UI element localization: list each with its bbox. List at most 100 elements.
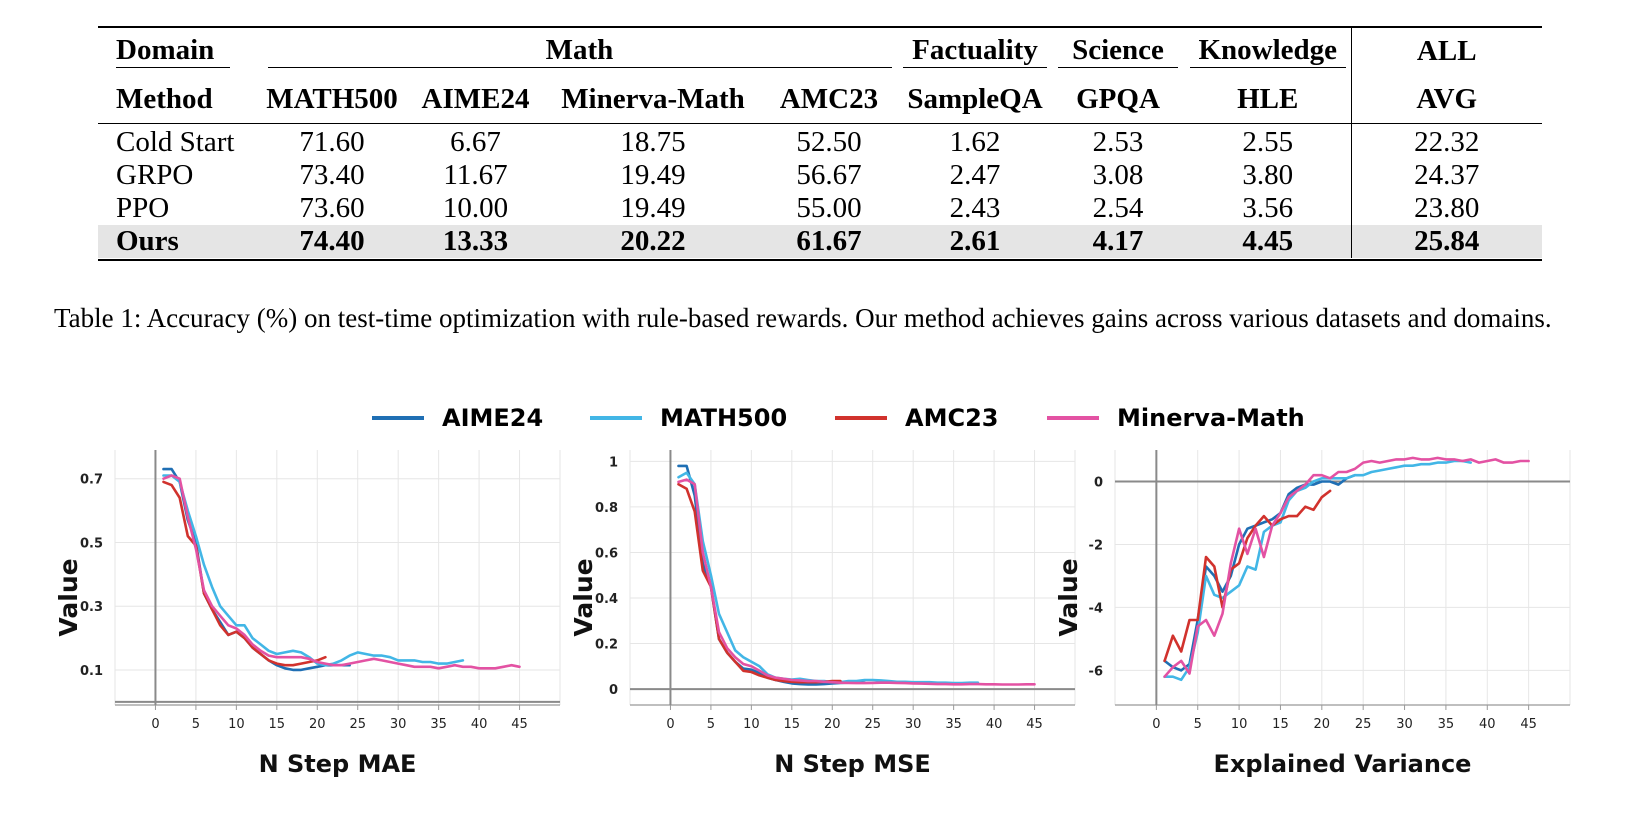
cell: 19.49 xyxy=(620,159,686,191)
row-method: GRPO xyxy=(116,159,194,191)
cell: 1.62 xyxy=(949,126,1001,158)
x-tick-label: 35 xyxy=(945,717,962,732)
legend-label: AMC23 xyxy=(905,404,999,432)
table-mid-rule xyxy=(98,123,1542,124)
x-tick-label: 45 xyxy=(1520,717,1537,732)
x-tick-label: 15 xyxy=(1272,717,1289,732)
table-top-rule xyxy=(98,26,1542,28)
table-row-ppo: PPO 73.60 10.00 19.49 55.00 2.43 2.54 3.… xyxy=(98,192,1542,225)
cell: 11.67 xyxy=(443,159,508,191)
cell: 2.47 xyxy=(949,159,1001,191)
table-bottom-rule xyxy=(98,259,1542,261)
cell: 73.40 xyxy=(299,159,365,191)
legend-item-math500: MATH500 xyxy=(590,400,787,436)
x-tick-label: 15 xyxy=(269,717,286,732)
cell: 3.08 xyxy=(1092,159,1144,191)
x-tick-label: 45 xyxy=(1026,717,1043,732)
row-method: Ours xyxy=(98,225,260,258)
cell: 10.00 xyxy=(442,192,509,224)
x-tick-label: 45 xyxy=(511,717,528,732)
cell: 74.40 xyxy=(260,225,404,258)
math-header: Math xyxy=(267,34,892,68)
x-tick-label: 25 xyxy=(349,717,366,732)
x-tick-label: 10 xyxy=(228,717,245,732)
x-tick-label: 20 xyxy=(309,717,326,732)
cell-avg: 24.37 xyxy=(1350,159,1542,192)
chart-n-step-mae: 0 5 10 15 20 25 30 35 40 45 0.1 0.3 0.5 0.7 N Step MAE… xyxy=(54,450,561,778)
mae-series-minerva-math xyxy=(162,474,521,670)
cell: 73.60 xyxy=(299,192,365,224)
legend-swatch xyxy=(835,416,887,420)
ev-y-axis-label: Value xyxy=(1054,558,1083,636)
col-header-avg: AVG xyxy=(1350,76,1542,122)
mae-x-axis-label: N Step MAE xyxy=(259,750,417,778)
x-tick-label: 10 xyxy=(1231,717,1248,732)
x-tick-label: 30 xyxy=(905,717,922,732)
y-tick-label: 0.5 xyxy=(80,536,103,551)
cell: 2.54 xyxy=(1092,192,1144,224)
y-tick-label: 0.8 xyxy=(595,501,618,516)
cell: 6.67 xyxy=(450,126,501,158)
mse-series-amc23 xyxy=(677,482,842,684)
y-tick-label: 1 xyxy=(609,455,618,470)
x-tick-label: 40 xyxy=(1479,717,1496,732)
x-tick-label: 40 xyxy=(986,717,1003,732)
mse-x-axis-label: N Step MSE xyxy=(774,750,931,778)
legend-swatch xyxy=(590,416,642,420)
x-tick-label: 5 xyxy=(192,717,200,732)
x-tick-label: 35 xyxy=(1438,717,1455,732)
col-header-sampleqa: SampleQA xyxy=(907,82,1043,115)
mae-grid xyxy=(114,450,561,705)
chart-legend: AIME24 MATH500 AMC23 Minerva-Math xyxy=(0,400,1626,436)
cell-avg: 22.32 xyxy=(1350,122,1542,159)
x-tick-label: 15 xyxy=(784,717,801,732)
mse-series-math500 xyxy=(677,471,980,685)
cell: 2.55 xyxy=(1242,126,1294,158)
mae-series-amc23 xyxy=(162,480,327,667)
legend-label: AIME24 xyxy=(442,404,544,432)
cell: 20.22 xyxy=(547,225,759,258)
col-header-minerva-math: Minerva-Math xyxy=(561,82,745,115)
x-tick-label: 10 xyxy=(743,717,760,732)
col-header-aime24: AIME24 xyxy=(421,82,530,115)
ev-series-aime24 xyxy=(1163,473,1357,672)
mse-y-axis-label: Value xyxy=(569,558,598,636)
results-table: Domain Math Factuality Science Knowledge… xyxy=(98,26,1542,258)
cell: 2.53 xyxy=(1092,126,1144,158)
mae-y-axis-label: Value xyxy=(54,558,83,636)
x-tick-label: 5 xyxy=(1194,717,1202,732)
domain-header: Domain xyxy=(116,34,231,68)
col-header-amc23: AMC23 xyxy=(779,82,879,115)
y-tick-label: -4 xyxy=(1089,601,1103,616)
cell: 18.75 xyxy=(620,126,686,158)
y-tick-label: 0.3 xyxy=(80,600,103,615)
cell: 3.80 xyxy=(1242,159,1294,191)
legend-label: Minerva-Math xyxy=(1117,404,1305,432)
legend-item-amc23: AMC23 xyxy=(835,400,998,436)
table-caption: Table 1: Accuracy (%) on test-time optim… xyxy=(54,303,1552,333)
cell-avg: 25.84 xyxy=(1350,225,1542,258)
x-tick-label: 40 xyxy=(471,717,488,732)
legend-item-minerva-math: Minerva-Math xyxy=(1047,400,1305,436)
header-row-method: Method MATH500 AIME24 Minerva-Math AMC23… xyxy=(98,76,1542,122)
cell-avg: 23.80 xyxy=(1350,192,1542,225)
x-tick-label: 20 xyxy=(824,717,841,732)
x-tick-label: 0 xyxy=(151,717,159,732)
y-tick-label: 0 xyxy=(609,683,618,698)
y-tick-label: 0 xyxy=(1094,475,1103,490)
y-tick-label: 0.2 xyxy=(595,638,618,653)
cell: 61.67 xyxy=(759,225,899,258)
ev-x-axis-label: Explained Variance xyxy=(1214,750,1472,778)
cell: 2.43 xyxy=(949,192,1001,224)
x-tick-label: 30 xyxy=(390,717,407,732)
cell: 4.45 xyxy=(1185,225,1351,258)
cell: 2.61 xyxy=(899,225,1051,258)
y-tick-label: 0.6 xyxy=(595,546,618,561)
cell: 71.60 xyxy=(299,126,365,158)
cell: 13.33 xyxy=(404,225,547,258)
y-tick-label: -6 xyxy=(1089,664,1103,679)
knowledge-header: Knowledge xyxy=(1189,34,1346,68)
cell: 4.17 xyxy=(1051,225,1185,258)
all-header: ALL xyxy=(1350,26,1542,76)
x-tick-label: 25 xyxy=(864,717,881,732)
